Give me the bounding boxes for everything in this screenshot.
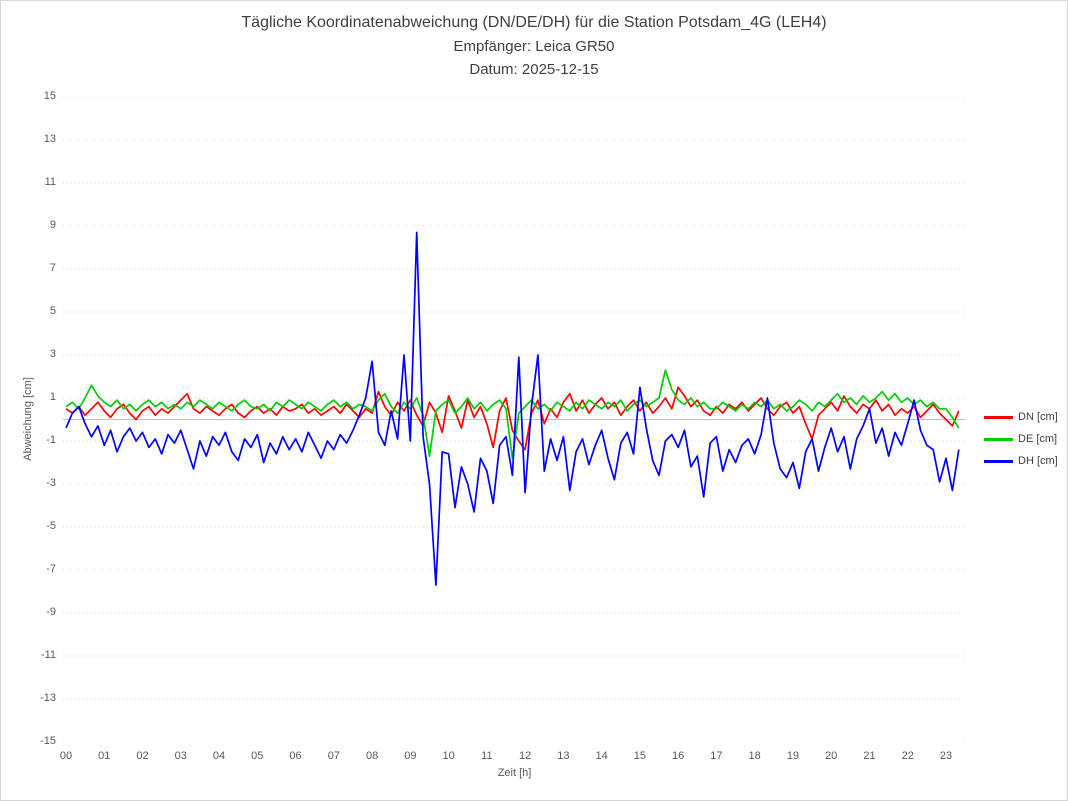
dn-line-swatch-icon	[984, 415, 1013, 419]
y-tick-label: -5	[46, 520, 56, 532]
x-tick-label: 09	[404, 750, 417, 762]
y-tick-label: -3	[46, 477, 56, 489]
chart-subtitle-date: Datum: 2025-12-15	[469, 61, 599, 78]
chart-title-block: Tägliche Koordinatenabweichung (DN/DE/DH…	[1, 11, 1067, 81]
series-line-de	[65, 369, 960, 460]
legend-label-dh: DH [cm]	[1018, 455, 1058, 467]
y-tick-label: 15	[43, 90, 56, 102]
y-tick-label: 13	[43, 133, 56, 145]
x-tick-label: 12	[518, 750, 532, 762]
x-tick-label: 05	[251, 750, 264, 762]
x-tick-label: 11	[481, 750, 493, 762]
legend-item-dn: DN [cm]	[984, 410, 1058, 424]
dh-line-swatch-icon	[984, 459, 1013, 463]
y-tick-label: 5	[49, 305, 56, 317]
legend-item-de: DE [cm]	[984, 432, 1058, 446]
x-axis-title: Zeit [h]	[497, 767, 532, 779]
x-tick-label: 03	[174, 750, 187, 762]
y-tick-label: -15	[40, 735, 56, 747]
x-tick-label: 13	[557, 750, 570, 762]
x-tick-label: 21	[863, 750, 876, 762]
y-tick-label: 1	[49, 391, 56, 403]
de-line-swatch-icon	[984, 437, 1013, 441]
y-tick-label: -13	[40, 692, 56, 704]
x-tick-label: 15	[633, 750, 647, 762]
series-line-dh	[65, 231, 960, 586]
x-tick-label: 04	[212, 750, 226, 762]
x-tick-label: 17	[710, 750, 723, 762]
x-tick-label: 02	[136, 750, 149, 762]
x-tick-label: 06	[289, 750, 302, 762]
y-tick-label: -7	[46, 563, 56, 575]
legend-label-dn: DN [cm]	[1018, 411, 1058, 423]
x-tick-label: 16	[672, 750, 685, 762]
legend-item-dh: DH [cm]	[984, 454, 1058, 468]
series-line-dn	[65, 386, 960, 451]
y-axis-title: Abweichung [cm]	[22, 377, 34, 461]
chart-subtitle-receiver: Empfänger: Leica GR50	[453, 38, 615, 55]
x-tick-label: 00	[59, 750, 73, 762]
x-tick-label: 23	[939, 750, 953, 762]
x-tick-label: 22	[901, 750, 914, 762]
x-tick-label: 10	[442, 750, 455, 762]
x-tick-label: 20	[825, 750, 838, 762]
x-tick-label: 01	[98, 750, 111, 762]
y-tick-label: -1	[46, 434, 56, 446]
y-tick-label: -9	[46, 606, 56, 618]
y-tick-label: 11	[44, 176, 56, 188]
x-tick-label: 14	[595, 750, 608, 762]
y-tick-label: -11	[40, 649, 56, 661]
y-tick-label: 3	[49, 348, 56, 360]
y-tick-label: 9	[49, 219, 56, 231]
chart-title: Tägliche Koordinatenabweichung (DN/DE/DH…	[241, 14, 827, 31]
x-tick-label: 08	[365, 750, 379, 762]
x-tick-label: 19	[786, 750, 800, 762]
x-tick-label: 07	[327, 750, 340, 762]
legend: DN [cm] DE [cm] DH [cm]	[984, 410, 1058, 476]
x-tick-label: 18	[748, 750, 761, 762]
legend-label-de: DE [cm]	[1018, 433, 1058, 445]
plot-area	[63, 97, 966, 742]
y-tick-label: 7	[49, 262, 56, 274]
